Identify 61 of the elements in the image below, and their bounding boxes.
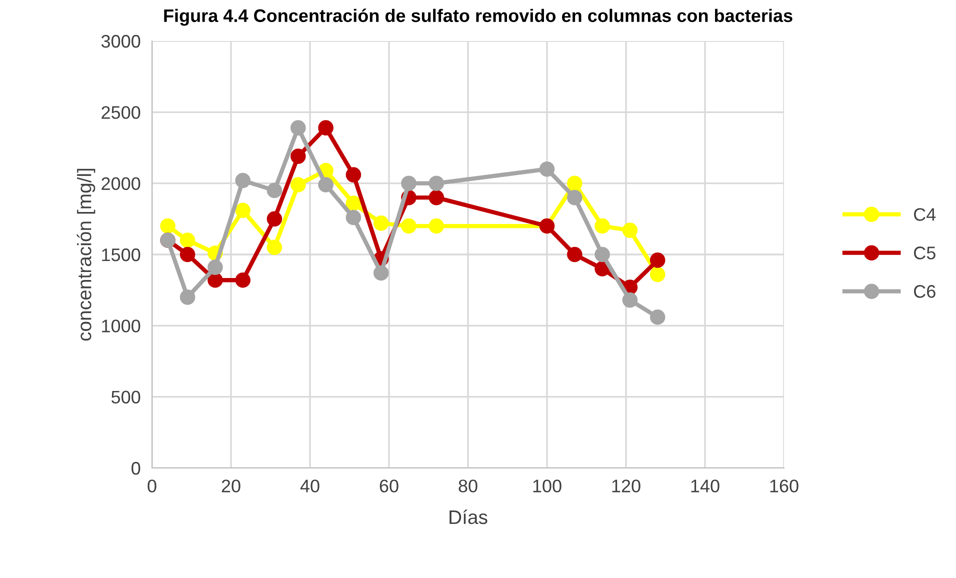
x-tick-label: 160 xyxy=(770,480,798,492)
y-tick-label: 3000 xyxy=(101,34,140,48)
y-tick-label: 2500 xyxy=(102,106,140,119)
x-tick-label: 40 xyxy=(300,480,320,492)
point xyxy=(235,172,250,188)
y-axis-title: concentración [mg/l] xyxy=(76,168,96,341)
chart-title: Figura 4.4 Concentración de sulfato removido en columnas con bacterias xyxy=(164,8,792,26)
point xyxy=(208,260,223,275)
point xyxy=(539,161,555,177)
point xyxy=(266,182,282,198)
point xyxy=(428,218,444,234)
x-tick-label: 100 xyxy=(533,480,562,492)
point xyxy=(318,120,334,136)
point xyxy=(622,222,638,238)
point xyxy=(346,210,362,226)
x-tick-label: 60 xyxy=(380,480,398,492)
point xyxy=(567,176,582,191)
x-axis-title: Días xyxy=(450,510,488,524)
point xyxy=(401,218,416,234)
point xyxy=(401,176,416,191)
y-tick-label: 1500 xyxy=(102,248,140,262)
point xyxy=(290,177,306,192)
x-tick-label: 140 xyxy=(691,480,720,492)
point xyxy=(650,309,666,325)
y-tick-label: 1000 xyxy=(102,320,140,332)
point xyxy=(266,211,282,227)
point xyxy=(346,196,362,211)
point xyxy=(428,176,444,191)
legend-label: C4 xyxy=(914,208,936,221)
point xyxy=(180,246,196,262)
legend-label: C6 xyxy=(914,285,936,298)
point xyxy=(208,272,223,288)
point xyxy=(160,218,176,234)
point xyxy=(290,120,306,136)
point xyxy=(594,218,610,234)
point xyxy=(594,261,610,276)
point xyxy=(594,246,610,262)
point xyxy=(650,252,666,268)
y-tick-label: 2000 xyxy=(102,177,140,190)
legend-label: C5 xyxy=(914,246,936,260)
point xyxy=(180,232,196,248)
point xyxy=(567,190,582,206)
point xyxy=(373,265,389,281)
point xyxy=(180,290,196,305)
point xyxy=(290,148,306,164)
point xyxy=(235,202,250,218)
point xyxy=(567,246,582,262)
point xyxy=(650,266,666,282)
point xyxy=(235,272,250,288)
point xyxy=(266,240,282,256)
x-tick-label: 20 xyxy=(222,480,240,492)
x-tick-label: 80 xyxy=(458,480,478,492)
y-tick-label: 0 xyxy=(132,462,140,475)
point xyxy=(346,167,362,182)
point xyxy=(622,292,638,308)
point xyxy=(428,190,444,206)
point xyxy=(318,177,334,192)
point xyxy=(373,216,389,231)
y-tick-label: 500 xyxy=(111,390,140,404)
x-tick-label: 0 xyxy=(148,480,156,492)
x-tick-label: 120 xyxy=(612,480,640,492)
